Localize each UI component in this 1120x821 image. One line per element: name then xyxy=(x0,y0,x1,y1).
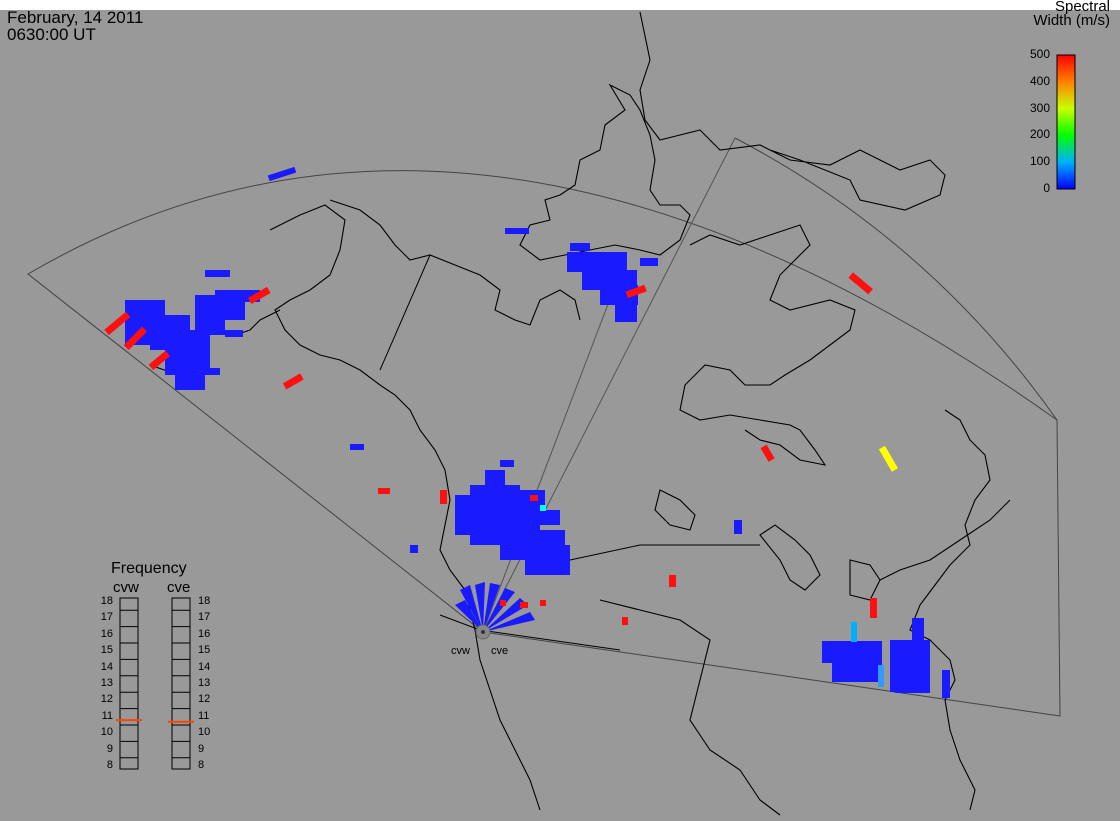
freq-scale-number-cve: 8 xyxy=(198,759,205,771)
freq-scale-number-cve: 18 xyxy=(198,595,211,607)
radar-label-cvw: cvw xyxy=(451,645,470,657)
freq-scale-number-cve: 15 xyxy=(198,644,211,657)
colorbar-tick-label: 200 xyxy=(1029,127,1050,142)
freq-scale-number-cvw: 9 xyxy=(106,742,113,755)
date-label: February, 14 2011 xyxy=(7,8,144,27)
freq-scale-number-cvw: 10 xyxy=(100,726,113,739)
scatter-yellow xyxy=(878,445,898,472)
borders xyxy=(379,254,760,651)
scatter-blue xyxy=(125,166,950,698)
colorbar-title-line1: Spectral xyxy=(1054,0,1110,15)
fov-outline xyxy=(27,170,1061,717)
freq-scale-number-cvw: 16 xyxy=(100,627,113,640)
freq-scale-number-cve: 9 xyxy=(198,742,205,755)
freq-ticks xyxy=(120,609,190,759)
freq-scale-number-cve: 10 xyxy=(198,726,211,739)
time-label: 0630:00 UT xyxy=(7,25,96,44)
scatter-cyan-1 xyxy=(851,622,857,642)
freq-scale-number-cvw: 13 xyxy=(100,677,113,689)
fov-outer-arc-right xyxy=(734,137,1058,421)
colorbar-tick-label: 400 xyxy=(1029,73,1050,88)
beam-line-cvw xyxy=(482,256,627,633)
scatter-red xyxy=(104,272,877,625)
colorbar-title: Spectral Width (m/s) xyxy=(1033,0,1110,28)
top-white-strip xyxy=(0,0,1120,10)
freq-label-cve: cve xyxy=(167,579,191,596)
freq-label-cvw: cvw xyxy=(113,579,139,596)
timestamp: February, 14 2011 0630:00 UT xyxy=(7,9,143,43)
freq-scale-cve xyxy=(171,597,191,770)
freq-scale-number-cvw: 15 xyxy=(100,644,113,657)
near-range-fan xyxy=(455,582,535,632)
freq-scale-number-cve: 12 xyxy=(198,693,211,706)
freq-scale-cvw xyxy=(119,597,139,770)
freq-scale-number-cvw: 18 xyxy=(100,595,113,607)
freq-scale-number-cve: 13 xyxy=(198,677,211,689)
colorbar-title-line2: Width (m/s) xyxy=(1033,12,1110,29)
colorbar-tick-label: 0 xyxy=(1043,181,1050,195)
freq-scale-number-cvw: 17 xyxy=(100,611,113,624)
frequency-title: Frequency xyxy=(111,560,187,577)
freq-scale-number-cve: 16 xyxy=(198,627,211,640)
coastlines xyxy=(149,11,1011,816)
colorbar-tick-label: 300 xyxy=(1029,100,1050,115)
colorbar-tick-label: 100 xyxy=(1029,154,1050,169)
scatter-cyan-3 xyxy=(540,505,546,511)
scatter-cyan-2 xyxy=(878,665,884,687)
freq-scale-number-cve: 11 xyxy=(198,709,210,722)
freq-scale-number-cvw: 14 xyxy=(100,660,113,673)
colorbar-tick-label: 500 xyxy=(1029,47,1050,61)
freq-scale-number-cve: 17 xyxy=(198,611,211,624)
freq-scale-number-cvw: 11 xyxy=(101,709,113,722)
freq-scale-number-cve: 14 xyxy=(198,660,211,673)
freq-scale-number-cvw: 12 xyxy=(100,693,113,706)
colorbar xyxy=(1056,54,1076,190)
freq-scale-number-cvw: 8 xyxy=(106,759,113,771)
radar-label-cve: cve xyxy=(491,645,509,657)
